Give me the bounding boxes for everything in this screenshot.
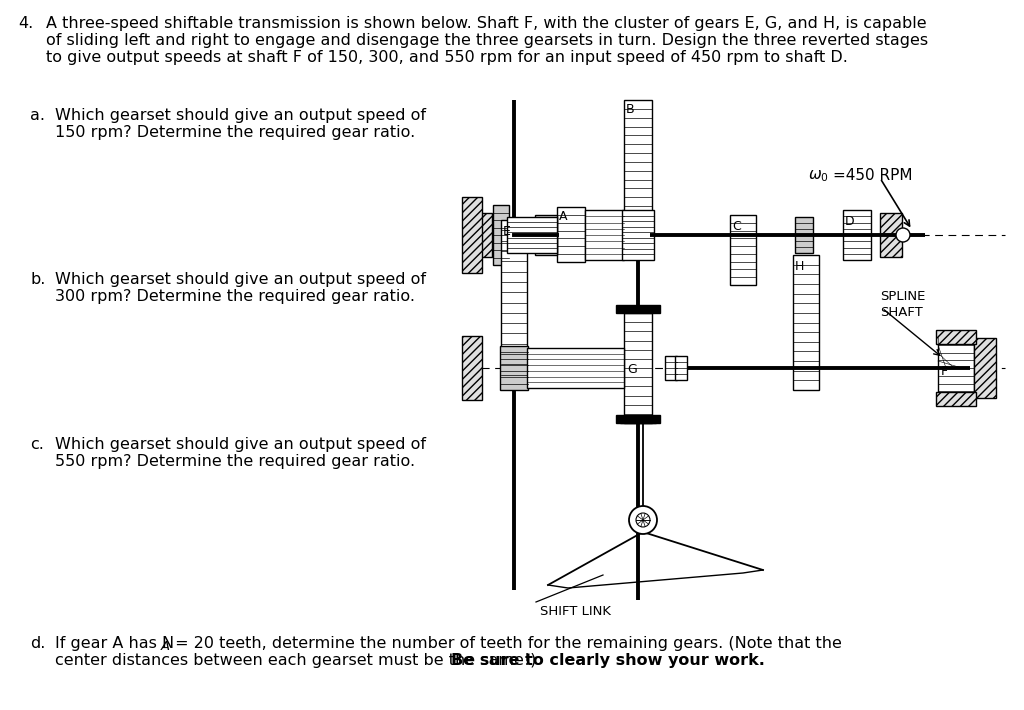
Text: SPLINE: SPLINE	[880, 290, 926, 303]
Bar	[557, 207, 585, 262]
Text: SHIFT LINK: SHIFT LINK	[540, 605, 611, 618]
Text: Which gearset should give an output speed of: Which gearset should give an output spee…	[55, 272, 426, 287]
Bar	[462, 336, 482, 400]
Text: H: H	[795, 260, 805, 273]
Text: 4.: 4.	[18, 16, 33, 31]
Circle shape	[896, 228, 910, 242]
Circle shape	[636, 513, 650, 527]
Text: B: B	[626, 103, 635, 116]
Bar	[730, 215, 756, 285]
Text: SHAFT: SHAFT	[880, 306, 923, 319]
Text: 550 rpm? Determine the required gear ratio.: 550 rpm? Determine the required gear rat…	[55, 454, 415, 469]
Text: Be sure to clearly show your work.: Be sure to clearly show your work.	[451, 653, 765, 668]
Bar	[493, 205, 509, 265]
Bar	[974, 338, 996, 398]
Bar	[624, 100, 652, 215]
Text: Which gearset should give an output speed of: Which gearset should give an output spee…	[55, 437, 426, 452]
Text: to give output speeds at shaft F of 150, 300, and 550 rpm for an input speed of : to give output speeds at shaft F of 150,…	[46, 50, 848, 65]
Text: 300 rpm? Determine the required gear ratio.: 300 rpm? Determine the required gear rat…	[55, 289, 415, 304]
Text: If gear A has N: If gear A has N	[55, 636, 174, 651]
Bar	[585, 210, 624, 260]
Bar	[880, 213, 902, 257]
Bar	[675, 356, 687, 380]
Text: =450 RPM: =450 RPM	[833, 168, 912, 183]
Bar	[793, 255, 819, 390]
Bar	[843, 210, 871, 260]
Text: of sliding left and right to engage and disengage the three gearsets in turn. De: of sliding left and right to engage and …	[46, 33, 928, 48]
Circle shape	[629, 506, 657, 534]
Bar	[936, 392, 976, 406]
Bar	[616, 305, 660, 313]
Text: E: E	[503, 225, 511, 238]
Text: G: G	[627, 363, 637, 376]
Text: center distances between each gearset must be the same!): center distances between each gearset mu…	[55, 653, 542, 668]
Text: A three-speed shiftable transmission is shown below. Shaft F, with the cluster o: A three-speed shiftable transmission is …	[46, 16, 927, 31]
Text: 150 rpm? Determine the required gear ratio.: 150 rpm? Determine the required gear rat…	[55, 125, 416, 140]
Text: Which gearset should give an output speed of: Which gearset should give an output spee…	[55, 108, 426, 123]
Text: = 20 teeth, determine the number of teeth for the remaining gears. (Note that th: = 20 teeth, determine the number of teet…	[170, 636, 842, 651]
Text: b.: b.	[30, 272, 45, 287]
Text: F: F	[941, 365, 948, 378]
Text: a.: a.	[30, 108, 45, 123]
Text: $\omega_0$: $\omega_0$	[808, 168, 828, 184]
Bar	[462, 197, 482, 273]
Bar	[616, 415, 660, 423]
Bar	[936, 330, 976, 344]
Bar	[535, 215, 557, 255]
Text: A: A	[161, 640, 170, 653]
Text: c.: c.	[30, 437, 44, 452]
Bar	[622, 210, 654, 260]
Bar	[472, 213, 492, 257]
Text: C: C	[732, 220, 740, 233]
Text: D: D	[845, 215, 855, 228]
Bar	[624, 313, 652, 423]
Bar	[527, 348, 624, 388]
Bar	[665, 356, 677, 380]
Bar	[795, 217, 813, 253]
Bar	[501, 220, 527, 385]
Bar	[500, 346, 528, 390]
Bar	[507, 217, 557, 253]
Text: A: A	[559, 210, 567, 223]
Text: d.: d.	[30, 636, 45, 651]
Bar	[938, 337, 974, 399]
